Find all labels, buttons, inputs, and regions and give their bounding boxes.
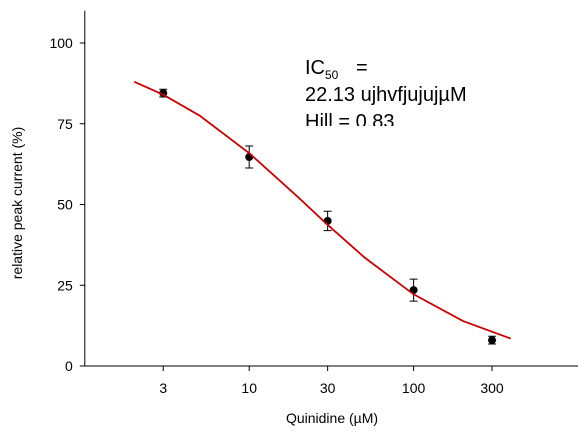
y-tick-label: 25 (57, 277, 73, 293)
annotation: IC 50 = 22.13 ujhvfjujujµM Hill = 0.83 (305, 57, 467, 133)
x-tick-label: 100 (402, 380, 426, 396)
y-axis-label: relative peak current (%) (9, 127, 25, 280)
y-tick-label: 50 (57, 197, 73, 213)
annotation-text: IC (305, 57, 325, 79)
x-tick-label: 3 (159, 380, 167, 396)
x-tick-label: 10 (241, 380, 257, 396)
x-tick-label: 30 (320, 380, 336, 396)
y-tick-label: 75 (57, 116, 73, 132)
annotation-box (285, 40, 550, 128)
annotation-text: Hill = 0.83 (305, 111, 395, 133)
x-axis-label: Quinidine (µM) (286, 410, 378, 426)
fit-curve (133, 80, 512, 340)
y-tick-label: 0 (65, 358, 73, 374)
annotation-subscript: 50 (325, 68, 339, 82)
x-tick-label: 300 (480, 380, 504, 396)
annotation-text: 22.13 ujhvfjujujµM (305, 84, 467, 106)
annotation-text: = (356, 57, 368, 79)
data-point (488, 336, 497, 345)
y-tick-label: 100 (49, 35, 73, 51)
